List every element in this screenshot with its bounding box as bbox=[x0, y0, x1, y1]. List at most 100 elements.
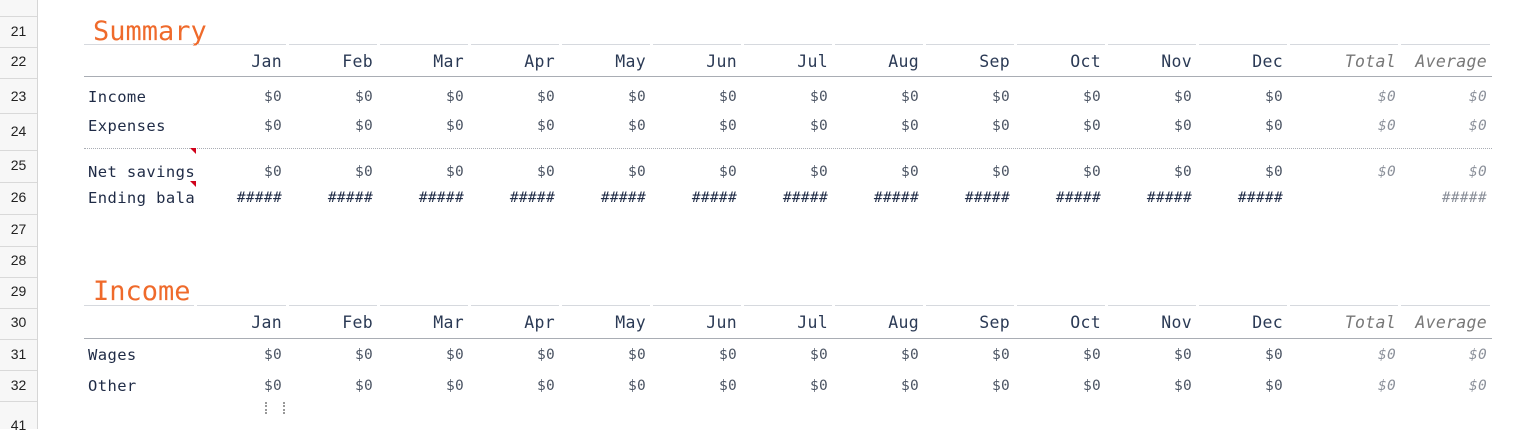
cell-value[interactable]: $0 bbox=[1031, 164, 1101, 180]
cell-value[interactable]: $0 bbox=[667, 89, 737, 105]
cell-value[interactable]: $0 bbox=[667, 347, 737, 363]
cell-value[interactable]: $0 bbox=[1122, 164, 1192, 180]
row-label[interactable]: Ending bala bbox=[88, 189, 195, 207]
cell-value[interactable]: $0 bbox=[394, 347, 464, 363]
total-value[interactable]: $0 bbox=[1326, 347, 1396, 363]
cell-value[interactable]: $0 bbox=[212, 164, 282, 180]
row-label[interactable]: Net savings bbox=[88, 163, 195, 181]
cell-value[interactable]: $0 bbox=[940, 164, 1010, 180]
row-number[interactable]: 32 bbox=[0, 377, 37, 393]
comment-indicator-icon[interactable] bbox=[190, 181, 196, 187]
cell-value[interactable]: $0 bbox=[849, 347, 919, 363]
cell-value[interactable]: $0 bbox=[576, 378, 646, 394]
cell-value[interactable]: $0 bbox=[758, 118, 828, 134]
cell-value[interactable]: $0 bbox=[1213, 89, 1283, 105]
cell-value[interactable]: $0 bbox=[758, 378, 828, 394]
cell-value[interactable]: $0 bbox=[394, 164, 464, 180]
row-number[interactable]: 26 bbox=[0, 189, 37, 205]
cell-value[interactable]: $0 bbox=[1031, 89, 1101, 105]
cell-value[interactable]: $0 bbox=[576, 347, 646, 363]
cell-value[interactable]: $0 bbox=[1213, 164, 1283, 180]
row-number[interactable]: 25 bbox=[0, 157, 37, 173]
cell-value[interactable]: $0 bbox=[1122, 378, 1192, 394]
row-number[interactable]: 29 bbox=[0, 283, 37, 299]
row-label[interactable]: Expenses bbox=[88, 117, 166, 135]
cell-value[interactable]: $0 bbox=[485, 347, 555, 363]
comment-indicator-icon[interactable] bbox=[190, 148, 196, 154]
cell-value[interactable]: $0 bbox=[758, 164, 828, 180]
cell-value[interactable]: $0 bbox=[1213, 347, 1283, 363]
cell-value[interactable]: ##### bbox=[576, 190, 646, 206]
row-number[interactable]: 21 bbox=[0, 23, 37, 39]
cell-value[interactable]: $0 bbox=[667, 378, 737, 394]
cell-value[interactable]: $0 bbox=[1031, 118, 1101, 134]
cell-value[interactable]: $0 bbox=[394, 89, 464, 105]
total-value[interactable]: $0 bbox=[1326, 378, 1396, 394]
cell-value[interactable]: $0 bbox=[1213, 378, 1283, 394]
cell-value[interactable]: ##### bbox=[1031, 190, 1101, 206]
cell-value[interactable]: ##### bbox=[303, 190, 373, 206]
cell-value[interactable]: $0 bbox=[303, 164, 373, 180]
row-number[interactable]: 30 bbox=[0, 314, 37, 330]
cell-value[interactable]: $0 bbox=[485, 164, 555, 180]
row-number[interactable]: 24 bbox=[0, 123, 37, 139]
cell-value[interactable]: $0 bbox=[940, 378, 1010, 394]
total-value[interactable]: $0 bbox=[1326, 89, 1396, 105]
row-label[interactable]: Income bbox=[88, 88, 146, 106]
average-value[interactable]: $0 bbox=[1417, 89, 1487, 105]
cell-value[interactable]: $0 bbox=[1122, 89, 1192, 105]
cell-value[interactable]: ##### bbox=[1122, 190, 1192, 206]
cell-value[interactable]: ##### bbox=[849, 190, 919, 206]
cell-value[interactable]: $0 bbox=[303, 89, 373, 105]
cell-value[interactable]: $0 bbox=[667, 164, 737, 180]
cell-value[interactable]: $0 bbox=[212, 89, 282, 105]
cell-value[interactable]: $0 bbox=[303, 378, 373, 394]
cell-value[interactable]: $0 bbox=[212, 347, 282, 363]
fill-handle-icon[interactable] bbox=[265, 402, 285, 414]
row-number[interactable]: 23 bbox=[0, 88, 37, 104]
row-header-column[interactable]: 21 22 23 24 25 26 27 28 29 30 31 32 41 bbox=[0, 0, 38, 429]
average-value[interactable]: $0 bbox=[1417, 378, 1487, 394]
average-value[interactable]: $0 bbox=[1417, 347, 1487, 363]
cell-value[interactable]: $0 bbox=[576, 118, 646, 134]
cell-value[interactable]: $0 bbox=[212, 118, 282, 134]
cell-value[interactable]: $0 bbox=[303, 118, 373, 134]
cell-value[interactable]: ##### bbox=[1213, 190, 1283, 206]
average-value[interactable]: $0 bbox=[1417, 164, 1487, 180]
cell-value[interactable]: ##### bbox=[667, 190, 737, 206]
row-label[interactable]: Other bbox=[88, 377, 137, 395]
cell-value[interactable]: $0 bbox=[940, 89, 1010, 105]
average-value[interactable]: ##### bbox=[1417, 190, 1487, 206]
cell-value[interactable]: ##### bbox=[212, 190, 282, 206]
cell-value[interactable]: $0 bbox=[1031, 347, 1101, 363]
cell-value[interactable]: $0 bbox=[303, 347, 373, 363]
cell-value[interactable]: $0 bbox=[212, 378, 282, 394]
cell-value[interactable]: $0 bbox=[485, 89, 555, 105]
cell-value[interactable]: $0 bbox=[576, 89, 646, 105]
average-value[interactable]: $0 bbox=[1417, 118, 1487, 134]
cell-value[interactable]: $0 bbox=[394, 118, 464, 134]
cell-value[interactable]: $0 bbox=[394, 378, 464, 394]
cell-value[interactable]: $0 bbox=[1213, 118, 1283, 134]
cell-value[interactable]: ##### bbox=[758, 190, 828, 206]
cell-value[interactable]: $0 bbox=[485, 378, 555, 394]
row-label[interactable]: Wages bbox=[88, 346, 137, 364]
cell-value[interactable]: ##### bbox=[485, 190, 555, 206]
total-value[interactable]: $0 bbox=[1326, 164, 1396, 180]
cell-value[interactable]: $0 bbox=[849, 378, 919, 394]
cell-value[interactable]: $0 bbox=[940, 347, 1010, 363]
cell-value[interactable]: $0 bbox=[849, 89, 919, 105]
row-number[interactable]: 28 bbox=[0, 252, 37, 268]
cell-value[interactable]: $0 bbox=[576, 164, 646, 180]
cell-value[interactable]: $0 bbox=[667, 118, 737, 134]
cell-value[interactable]: $0 bbox=[1031, 378, 1101, 394]
cell-value[interactable]: $0 bbox=[849, 118, 919, 134]
row-number[interactable]: 27 bbox=[0, 221, 37, 237]
cell-value[interactable]: ##### bbox=[940, 190, 1010, 206]
cell-value[interactable]: ##### bbox=[394, 190, 464, 206]
cell-value[interactable]: $0 bbox=[849, 164, 919, 180]
cell-value[interactable]: $0 bbox=[1122, 347, 1192, 363]
row-number[interactable]: 22 bbox=[0, 53, 37, 69]
cell-value[interactable]: $0 bbox=[758, 89, 828, 105]
cell-value[interactable]: $0 bbox=[485, 118, 555, 134]
